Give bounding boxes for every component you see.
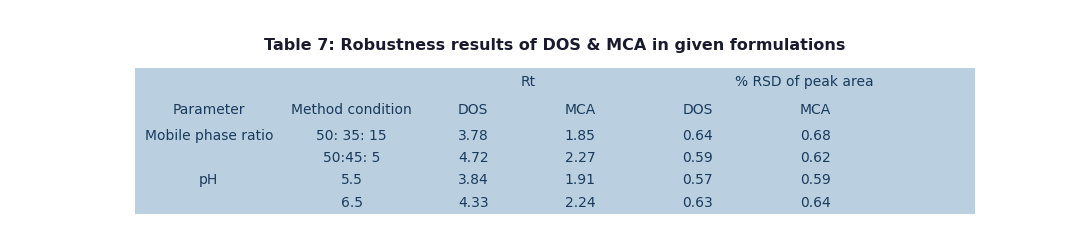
- Text: 3.84: 3.84: [458, 173, 488, 187]
- Text: Method condition: Method condition: [291, 103, 412, 117]
- Text: MCA: MCA: [799, 103, 831, 117]
- Text: 0.64: 0.64: [800, 196, 831, 210]
- Text: Table 7: Robustness results of DOS & MCA in given formulations: Table 7: Robustness results of DOS & MCA…: [264, 38, 846, 53]
- Text: 50:45: 5: 50:45: 5: [323, 151, 380, 165]
- Text: 4.72: 4.72: [458, 151, 488, 165]
- Text: 1.85: 1.85: [564, 129, 596, 143]
- Text: 0.63: 0.63: [682, 196, 713, 210]
- Text: 3.78: 3.78: [458, 129, 488, 143]
- Text: DOS: DOS: [682, 103, 713, 117]
- Text: Mobile phase ratio: Mobile phase ratio: [144, 129, 273, 143]
- Text: 1.91: 1.91: [564, 173, 596, 187]
- Text: 0.57: 0.57: [682, 173, 713, 187]
- Text: 0.59: 0.59: [800, 173, 831, 187]
- Bar: [135, 68, 975, 214]
- Text: MCA: MCA: [564, 103, 596, 117]
- Text: 6.5: 6.5: [340, 196, 363, 210]
- Text: 0.64: 0.64: [682, 129, 713, 143]
- Text: 2.27: 2.27: [565, 151, 596, 165]
- Text: Parameter: Parameter: [172, 103, 245, 117]
- Text: DOS: DOS: [458, 103, 488, 117]
- Text: 5.5: 5.5: [340, 173, 363, 187]
- Text: 0.62: 0.62: [800, 151, 831, 165]
- Text: 2.24: 2.24: [565, 196, 596, 210]
- Text: Rt: Rt: [520, 75, 535, 89]
- Text: % RSD of peak area: % RSD of peak area: [735, 75, 874, 89]
- Text: pH: pH: [199, 173, 219, 187]
- Text: 50: 35: 15: 50: 35: 15: [316, 129, 387, 143]
- Text: 4.33: 4.33: [458, 196, 488, 210]
- Text: 0.59: 0.59: [682, 151, 713, 165]
- Text: 0.68: 0.68: [799, 129, 831, 143]
